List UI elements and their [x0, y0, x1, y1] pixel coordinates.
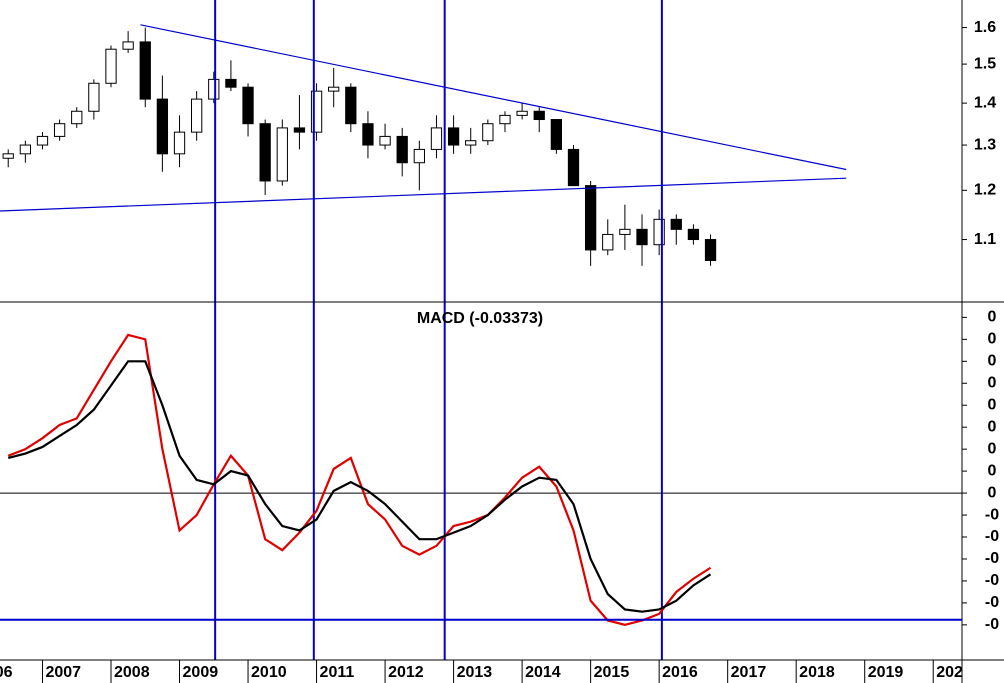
x-tick-label: 2006	[0, 664, 13, 681]
y-tick-label: -0	[985, 616, 999, 633]
y-tick-label: 1.2	[974, 182, 996, 199]
candle-body	[550, 119, 563, 150]
candle-body	[379, 135, 391, 146]
x-tick-label: 2012	[388, 664, 424, 681]
candle-body	[447, 127, 460, 146]
y-tick-label: 0	[988, 418, 997, 435]
candle-body	[225, 78, 237, 88]
candle-body	[293, 127, 306, 133]
trendline	[0, 177, 847, 212]
plot-area: 2006 2007 2008 2009 2010 2011 2012 2013 2014 2015…	[0, 0, 972, 683]
x-tick-label: 2011	[320, 664, 355, 681]
y-tick-label: 0	[988, 309, 997, 326]
x-tick-label: 2008	[114, 664, 150, 681]
candle-body	[88, 82, 100, 112]
y-tick-label: 0	[988, 374, 997, 391]
candle-body	[276, 127, 288, 182]
y-tick-label: -0	[985, 550, 999, 567]
y-tick-label: 0	[988, 484, 997, 501]
macd-line	[7, 333, 712, 626]
candle-body	[191, 98, 203, 133]
macd-title: MACD (-0.03373)	[417, 310, 543, 327]
y-tick-label: 1.1	[974, 231, 996, 248]
x-tick-label: 2015	[594, 664, 630, 681]
x-tick-label: 2013	[457, 664, 493, 681]
x-tick-label: 2007	[45, 664, 81, 681]
candle-body	[139, 41, 151, 100]
y-tick-label: -0	[985, 572, 999, 589]
candle-body	[670, 218, 682, 230]
macd-line	[7, 360, 712, 613]
candle-body	[53, 123, 66, 137]
candle-body	[362, 123, 374, 146]
candle-body	[619, 228, 631, 235]
candle-body	[173, 131, 186, 155]
candle-body	[704, 239, 717, 261]
candle-body	[499, 114, 511, 125]
candle-body	[122, 41, 134, 50]
candle-body	[533, 110, 545, 121]
y-tick-label: 1.4	[974, 94, 996, 111]
x-tick-label: 2010	[251, 664, 287, 681]
candle-body	[482, 123, 494, 142]
candle-body	[687, 228, 700, 241]
candle-body	[396, 135, 408, 164]
candle-body	[19, 144, 31, 155]
candle-body	[328, 86, 340, 92]
trendline	[140, 24, 847, 171]
candle-body	[2, 153, 14, 159]
x-tick-label: 2020	[936, 664, 972, 681]
x-tick-label: 2009	[183, 664, 219, 681]
y-tick-label: -0	[985, 528, 999, 545]
x-tick-label: 2014	[525, 664, 561, 681]
candle-body	[516, 110, 528, 116]
candle-body	[465, 140, 477, 146]
candle-body	[430, 127, 443, 150]
candle-body	[413, 148, 425, 164]
y-tick-label: -0	[985, 506, 999, 523]
candle-body	[653, 218, 665, 246]
candle-body	[156, 98, 169, 155]
y-tick-label: 0	[988, 331, 997, 348]
x-tick-label: 2019	[868, 664, 904, 681]
candle-body	[636, 228, 648, 246]
y-tick-label: -0	[985, 594, 999, 611]
y-tick-label: 1.6	[974, 19, 996, 36]
candle-body	[208, 78, 220, 100]
candle-body	[567, 148, 580, 187]
y-tick-label: 0	[988, 396, 997, 413]
y-tick-label: 0	[988, 353, 997, 370]
candle-body	[310, 90, 323, 133]
y-tick-label: 0	[988, 440, 997, 457]
candle-body	[602, 233, 614, 251]
x-tick-label: 2018	[799, 664, 835, 681]
x-tick-label: 2017	[731, 664, 767, 681]
y-tick-label: 0	[988, 462, 997, 479]
candle-body	[105, 48, 117, 84]
candle-body	[345, 86, 357, 125]
y-tick-label: 1.3	[974, 136, 996, 153]
candle-body	[242, 86, 254, 125]
candle-body	[71, 110, 83, 125]
candle-body	[584, 185, 597, 251]
x-tick-label: 2016	[662, 664, 698, 681]
candle-body	[36, 135, 49, 146]
y-tick-label: 1.5	[974, 55, 996, 72]
candle-body	[259, 123, 271, 182]
